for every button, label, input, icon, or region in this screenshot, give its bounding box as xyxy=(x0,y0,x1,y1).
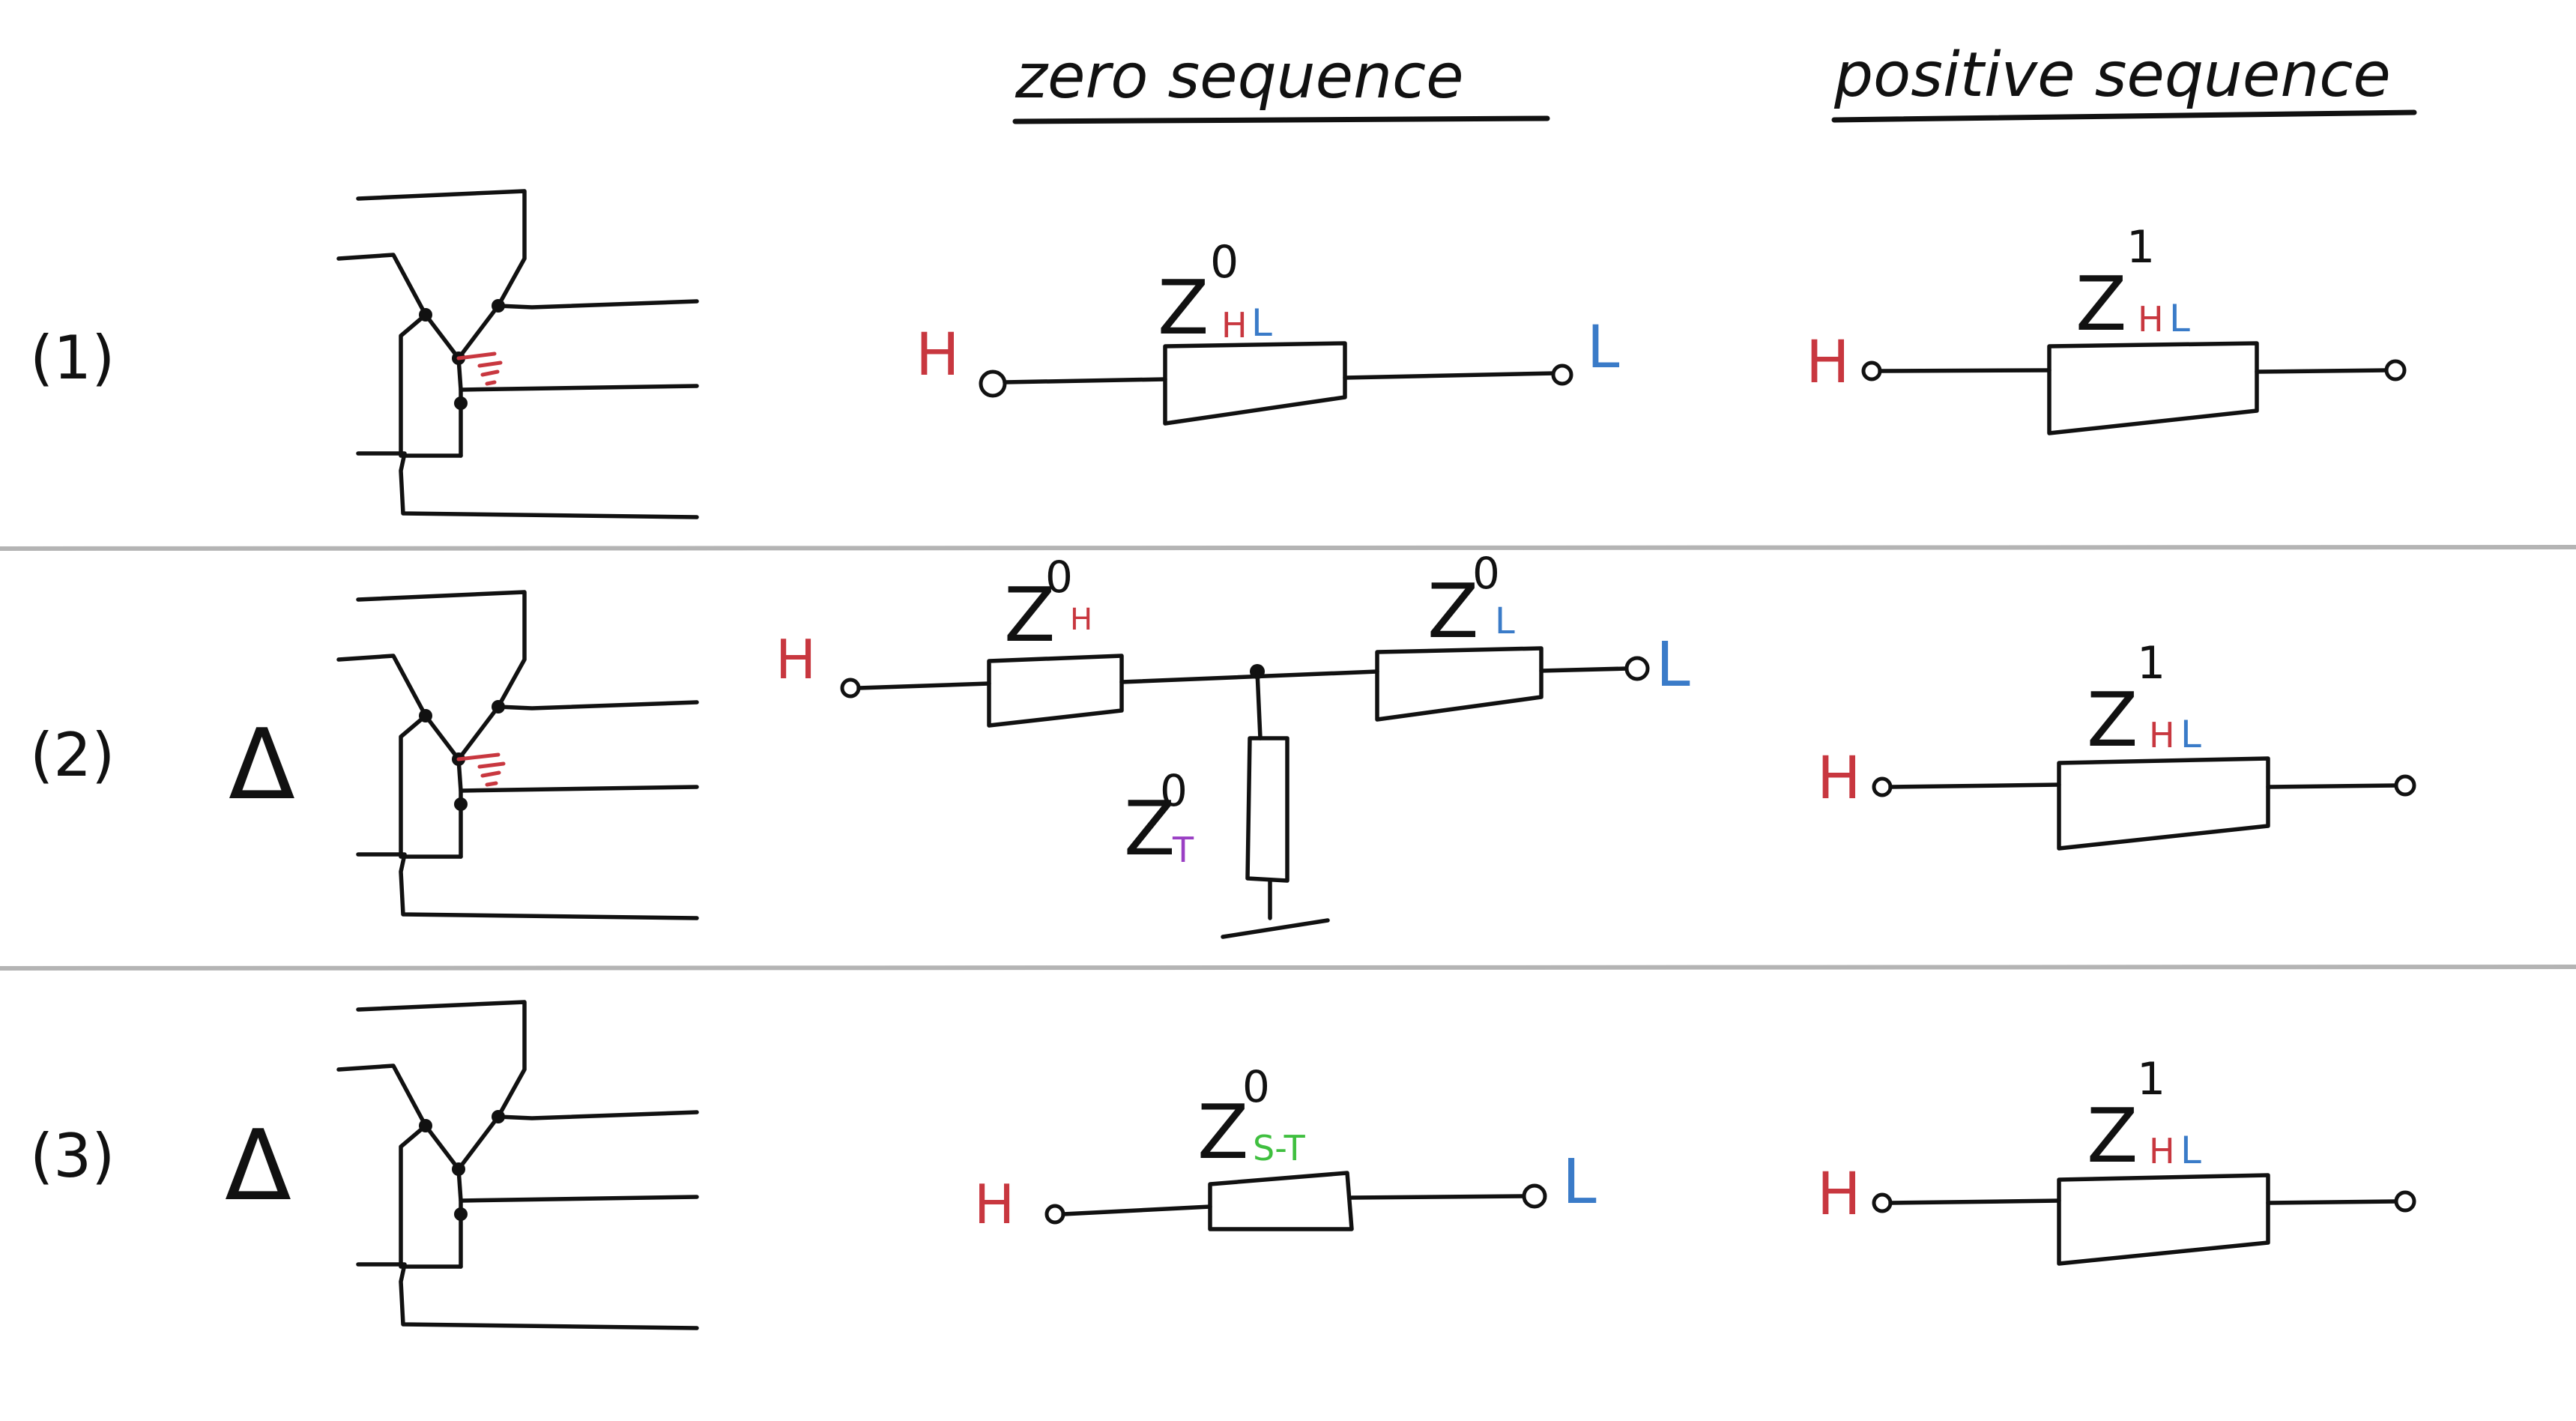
row-1-zero-h-terminal xyxy=(979,369,1007,398)
row-1-positive-h-label: H xyxy=(1806,329,1850,396)
row-1-positive-impedance xyxy=(2047,341,2259,435)
row-1-zero-impedance xyxy=(1163,341,1347,426)
row-1-zero-z-sub-l: L xyxy=(1251,301,1272,345)
row-1-positive-z-sub-h: H xyxy=(2138,299,2164,340)
row-3-positive-h-label: H xyxy=(1817,1161,1861,1228)
row-3-positive-circuit: H Z 1 H L xyxy=(1817,1053,2416,1266)
row-1-zero-z-sub-h: H xyxy=(1221,305,1248,346)
row-1-zero-h-label: H xyxy=(916,322,960,389)
row-1-positive-z-sup: 1 xyxy=(2126,221,2155,274)
row-1-zero-circuit: H L Z 0 H L xyxy=(916,236,1620,426)
transformer-sketch-row-2 xyxy=(336,590,699,920)
row-2-positive-l-terminal xyxy=(2394,774,2416,797)
row-2-zero-h-terminal xyxy=(840,678,861,699)
row-2-zero-zt-sub: T xyxy=(1172,830,1194,870)
row-3-zero-z-base: Z xyxy=(1197,1088,1249,1176)
row-3-zero-h-terminal xyxy=(1044,1204,1065,1225)
header-zero-sequence: zero sequence xyxy=(1012,41,1550,124)
row-2-label: (2) xyxy=(30,720,115,790)
row-3-positive-h-terminal xyxy=(1872,1192,1893,1213)
row-2-zero-zh-sub: H xyxy=(1070,603,1092,637)
row-2-zero-zt-sup: 0 xyxy=(1160,765,1188,816)
row-2-zero-zh-sup: 0 xyxy=(1045,552,1073,603)
row-3-positive-z-sup: 1 xyxy=(2137,1053,2165,1105)
row-1-positive-z-sub-l: L xyxy=(2169,297,2190,340)
row-3-zero-l-label: L xyxy=(1562,1147,1597,1218)
row-2-zero-zl-sub: L xyxy=(1495,600,1515,642)
row-2-zero-zl-sup: 0 xyxy=(1472,548,1500,599)
row-2-positive-h-terminal xyxy=(1872,776,1893,797)
row-1-label: (1) xyxy=(30,323,115,393)
row-2-positive-impedance xyxy=(2057,756,2270,851)
header-zero-label: zero sequence xyxy=(1015,41,1464,112)
row-3-zero-h-label: H xyxy=(974,1173,1015,1236)
header-positive-label: positive sequence xyxy=(1833,40,2391,111)
transformer-sketch-row-1 xyxy=(336,189,699,519)
row-2-zero-zl-base: Z xyxy=(1427,567,1479,655)
row-2-zero-circuit: H L Z 0 H Z 0 L Z 0 T xyxy=(775,548,1690,939)
header-positive-sequence: positive sequence xyxy=(1831,40,2417,123)
row-3-positive-z-sub-l: L xyxy=(2180,1129,2201,1172)
row-separator-1 xyxy=(0,545,2576,551)
row-3-positive-impedance xyxy=(2057,1173,2270,1266)
row-2-zero-zh-base: Z xyxy=(1004,571,1056,659)
row-2-zero-l-terminal xyxy=(1624,656,1650,681)
row-2-positive-circuit: H Z 1 H L xyxy=(1817,637,2416,851)
row-2-zero-h-label: H xyxy=(775,628,816,691)
row-1-positive-circuit: H Z 1 H L xyxy=(1806,221,2407,435)
row-2-zero-zt-impedance xyxy=(1245,736,1289,883)
row-3-zero-l-terminal xyxy=(1522,1183,1547,1209)
row-3-positive-l-terminal xyxy=(2394,1190,2416,1213)
row-2-zero-zl-impedance xyxy=(1375,646,1544,722)
row-2-zero-zt-base: Z xyxy=(1124,785,1176,872)
row-3-zero-circuit: H L Z 0 S-T xyxy=(974,1061,1597,1236)
row-1-positive-l-terminal xyxy=(2384,359,2407,381)
row-1-positive-z-base: Z xyxy=(2075,260,2127,348)
row-2-positive-z-base: Z xyxy=(2087,676,2138,764)
row-2-zero-ground xyxy=(1221,918,1330,939)
row-2-positive-z-sub-h: H xyxy=(2149,715,2175,755)
row-1-zero-l-terminal xyxy=(1551,363,1573,386)
row-separator-2 xyxy=(0,965,2576,971)
row-3-positive-z-base: Z xyxy=(2087,1092,2138,1180)
row-2-zero-zh-impedance xyxy=(987,654,1124,728)
row-2-zero-l-label: L xyxy=(1656,630,1690,701)
row-3-delta-symbol: Δ xyxy=(225,1108,291,1222)
row-3-zero-impedance xyxy=(1208,1171,1354,1231)
row-2-delta-symbol: Δ xyxy=(229,708,295,821)
row-1-zero-z-base: Z xyxy=(1158,264,1209,352)
row-1-zero-z-sup: 0 xyxy=(1210,236,1239,289)
row-3-zero-z-sup: 0 xyxy=(1242,1061,1270,1112)
transformer-sketch-row-3 xyxy=(336,1000,699,1330)
header-zero-underline xyxy=(1012,115,1550,124)
row-3-positive-z-sub-h: H xyxy=(2149,1131,2175,1171)
row-2-positive-z-sub-l: L xyxy=(2180,713,2201,756)
row-3-zero-z-sub: S-T xyxy=(1253,1128,1306,1168)
row-2-positive-z-sup: 1 xyxy=(2137,637,2165,690)
row-1-zero-l-label: L xyxy=(1587,314,1620,381)
row-3-label: (3) xyxy=(30,1121,115,1191)
header-positive-underline xyxy=(1831,109,2417,123)
row-1-positive-h-terminal xyxy=(1861,360,1882,381)
row-2-positive-h-label: H xyxy=(1817,745,1861,812)
